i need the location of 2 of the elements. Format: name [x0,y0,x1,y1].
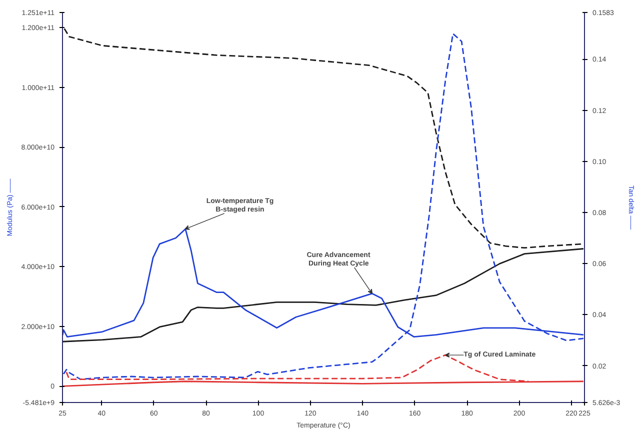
line-series [62,248,584,342]
line-series [62,33,584,380]
